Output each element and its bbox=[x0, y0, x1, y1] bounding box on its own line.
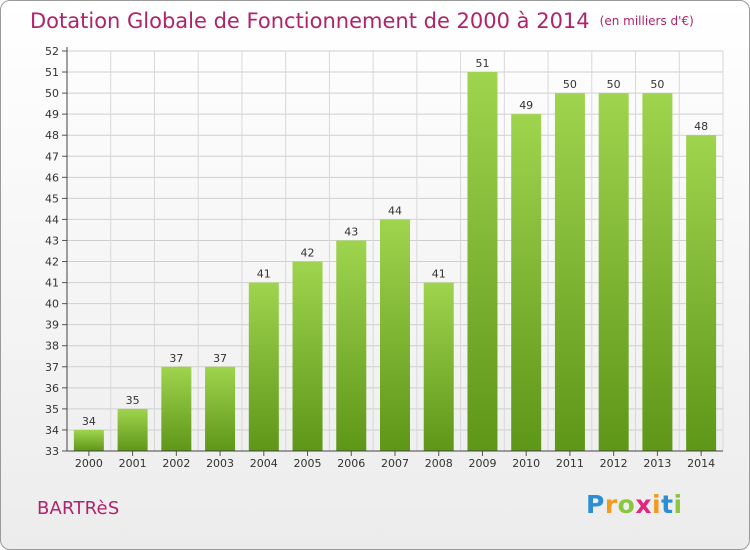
y-tick-label: 51 bbox=[45, 66, 59, 79]
y-tick-label: 44 bbox=[45, 213, 59, 226]
bar-value-label: 48 bbox=[694, 120, 708, 133]
bar bbox=[336, 240, 367, 451]
bar-value-label: 43 bbox=[344, 225, 358, 238]
y-tick-label: 48 bbox=[45, 129, 59, 142]
y-tick-label: 45 bbox=[45, 192, 59, 205]
logo-letter: r bbox=[604, 490, 618, 519]
y-tick-label: 41 bbox=[45, 277, 59, 290]
x-tick-label: 2008 bbox=[425, 457, 453, 470]
logo-letter: i bbox=[673, 490, 683, 519]
bar bbox=[73, 429, 104, 451]
x-tick-label: 2013 bbox=[643, 457, 671, 470]
x-tick-label: 2012 bbox=[600, 457, 628, 470]
chart-subtitle: (en milliers d'€) bbox=[599, 14, 694, 28]
commune-name: BARTRèS bbox=[37, 498, 120, 519]
y-tick-label: 43 bbox=[45, 234, 59, 247]
bar bbox=[686, 135, 717, 452]
y-tick-label: 39 bbox=[45, 319, 59, 332]
bar-value-label: 37 bbox=[213, 352, 227, 365]
y-tick-label: 36 bbox=[45, 382, 59, 395]
y-tick-label: 34 bbox=[45, 424, 59, 437]
bar bbox=[117, 408, 148, 451]
bar bbox=[642, 93, 673, 452]
proxiti-logo: Proxiti bbox=[586, 490, 683, 519]
y-tick-label: 52 bbox=[45, 45, 59, 58]
bar-value-label: 34 bbox=[82, 415, 96, 428]
x-tick-label: 2004 bbox=[250, 457, 278, 470]
logo-letter: o bbox=[617, 490, 636, 519]
chart-title: Dotation Globale de Fonctionnement de 20… bbox=[30, 9, 590, 33]
y-tick-label: 37 bbox=[45, 361, 59, 374]
bar-value-label: 50 bbox=[607, 78, 621, 91]
y-tick-label: 33 bbox=[45, 445, 59, 458]
bar-value-label: 35 bbox=[126, 394, 140, 407]
bar-value-label: 44 bbox=[388, 204, 402, 217]
bar-value-label: 51 bbox=[475, 57, 489, 70]
y-tick-label: 40 bbox=[45, 298, 59, 311]
y-tick-label: 46 bbox=[45, 171, 59, 184]
bar-value-label: 41 bbox=[432, 268, 446, 281]
logo-letter: t bbox=[661, 490, 674, 519]
bar bbox=[598, 93, 629, 452]
x-tick-label: 2005 bbox=[294, 457, 322, 470]
bar-value-label: 37 bbox=[169, 352, 183, 365]
bar-value-label: 41 bbox=[257, 268, 271, 281]
bar bbox=[423, 282, 454, 451]
y-tick-label: 49 bbox=[45, 108, 59, 121]
x-tick-label: 2001 bbox=[119, 457, 147, 470]
x-tick-label: 2009 bbox=[468, 457, 496, 470]
bar bbox=[161, 366, 192, 451]
bar bbox=[380, 219, 410, 451]
x-tick-label: 2011 bbox=[556, 457, 584, 470]
bar-value-label: 42 bbox=[301, 247, 315, 260]
bar-value-label: 49 bbox=[519, 99, 533, 112]
y-tick-label: 50 bbox=[45, 87, 59, 100]
x-tick-label: 2010 bbox=[512, 457, 540, 470]
bar bbox=[554, 93, 585, 452]
chart-title-block: Dotation Globale de Fonctionnement de 20… bbox=[30, 9, 694, 33]
logo-letter: P bbox=[586, 490, 605, 519]
x-tick-label: 2000 bbox=[75, 457, 103, 470]
bar bbox=[205, 366, 236, 451]
x-tick-label: 2014 bbox=[687, 457, 715, 470]
bar-value-label: 50 bbox=[563, 78, 577, 91]
bar bbox=[511, 114, 542, 451]
y-tick-label: 47 bbox=[45, 150, 59, 163]
x-tick-label: 2002 bbox=[162, 457, 190, 470]
x-tick-label: 2003 bbox=[206, 457, 234, 470]
logo-letter: i bbox=[652, 490, 662, 519]
y-tick-label: 35 bbox=[45, 403, 59, 416]
y-tick-label: 38 bbox=[45, 340, 59, 353]
bar bbox=[248, 282, 279, 451]
x-tick-label: 2007 bbox=[381, 457, 409, 470]
y-tick-label: 42 bbox=[45, 256, 59, 269]
x-tick-label: 2006 bbox=[337, 457, 365, 470]
logo-letter: x bbox=[635, 490, 652, 519]
bar bbox=[467, 72, 498, 451]
bar bbox=[292, 261, 323, 451]
bar-value-label: 50 bbox=[650, 78, 664, 91]
